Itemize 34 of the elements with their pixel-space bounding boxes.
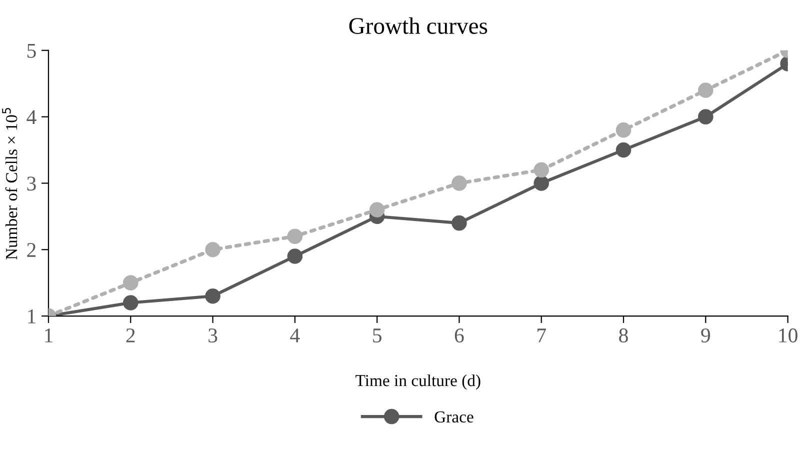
point [616, 142, 632, 158]
point [205, 242, 220, 258]
x-tick-label: 5 [373, 328, 382, 342]
x-tick-label: 2 [126, 328, 135, 342]
x-tick-label: 1 [45, 328, 52, 342]
point [122, 295, 138, 310]
x-axis-title: Time in culture (d) [356, 374, 480, 390]
y-axis-title: Number of Cells × 10$^{5}$ [2, 108, 18, 260]
x-tick-label: 3 [208, 328, 218, 342]
y-tick-label: 5 [27, 44, 36, 58]
y-tick-label: 4 [26, 110, 36, 124]
chart-title: Growth curves [349, 17, 488, 34]
x-tick-label: 6 [454, 328, 464, 342]
point [698, 82, 714, 98]
y-tick-label: 1 [28, 309, 36, 324]
point [287, 228, 303, 244]
point [534, 162, 549, 178]
x-tick-label: 9 [701, 328, 710, 342]
x-tick-label: 7 [538, 328, 546, 342]
x-tick-label: 8 [619, 328, 628, 342]
point [698, 109, 714, 124]
y-tick-label: 2 [27, 243, 36, 257]
legend-label: Grace [434, 411, 474, 423]
point [205, 288, 220, 304]
point [616, 122, 632, 138]
point [452, 176, 467, 191]
x-tick-label: 4 [290, 328, 300, 342]
point [369, 202, 385, 218]
point [452, 215, 467, 231]
y-tick-label: 3 [27, 176, 36, 191]
x-tick-label: 10 [779, 328, 798, 342]
point [287, 248, 303, 264]
point [534, 176, 549, 191]
point [122, 275, 138, 290]
